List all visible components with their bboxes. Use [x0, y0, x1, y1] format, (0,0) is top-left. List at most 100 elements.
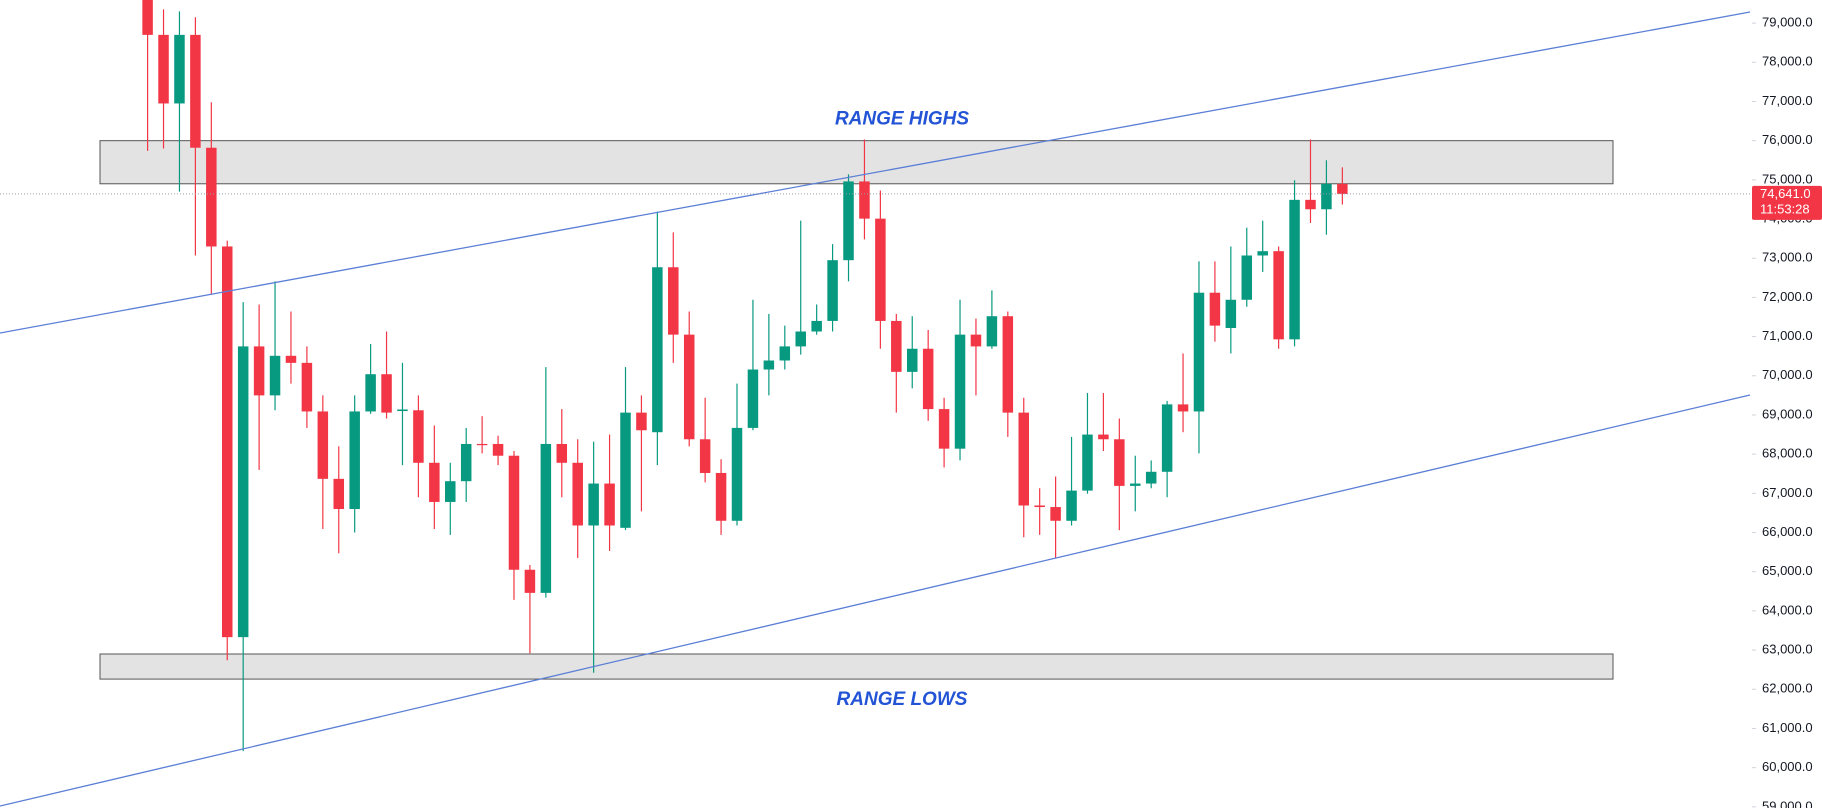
candle-body: [859, 181, 870, 219]
candle-body: [365, 374, 376, 412]
candle-body: [827, 260, 838, 321]
candle-body: [1098, 434, 1109, 440]
candle-body: [1193, 292, 1205, 412]
candle-body: [954, 334, 966, 449]
candle-body: [381, 374, 392, 413]
candle-body: [1337, 183, 1348, 194]
candle-body: [699, 439, 711, 473]
y-tick-label: 75,000.0: [1762, 171, 1813, 186]
y-tick-label: 63,000.0: [1762, 642, 1813, 657]
last-price-label: 74,641.0: [1760, 186, 1811, 201]
candle-body: [1321, 183, 1332, 210]
candle-body: [1082, 434, 1093, 491]
candle-body: [891, 320, 902, 372]
y-tick-label: 62,000.0: [1762, 681, 1813, 696]
candle-body: [253, 346, 265, 396]
candle-body: [906, 348, 918, 372]
y-tick-label: 59,000.0: [1762, 798, 1813, 808]
last-price-box: [1752, 185, 1822, 220]
candle-body: [763, 360, 775, 370]
candle-body: [715, 472, 727, 521]
y-tick-label: 78,000.0: [1762, 54, 1813, 69]
candle-body: [683, 334, 695, 440]
y-tick-label: 64,000.0: [1762, 602, 1813, 617]
y-tick-label: 79,000.0: [1762, 15, 1813, 30]
candle-body: [604, 483, 615, 526]
candle-body: [476, 443, 488, 446]
candle-body: [333, 478, 345, 510]
candle-body: [1130, 483, 1141, 486]
candle-body: [986, 316, 998, 347]
candle-body: [349, 411, 360, 510]
candle-body: [779, 346, 791, 361]
y-tick-label: 60,000.0: [1762, 759, 1813, 774]
candle-body: [747, 369, 759, 428]
candle-body: [397, 409, 408, 412]
y-tick-label: 76,000.0: [1762, 132, 1813, 147]
candle-body: [190, 34, 201, 148]
y-tick-label: 69,000.0: [1762, 406, 1813, 421]
y-tick-label: 70,000.0: [1762, 367, 1813, 382]
candle-body: [524, 569, 536, 593]
y-tick-label: 73,000.0: [1762, 250, 1813, 265]
candle-body: [206, 147, 217, 247]
candle-body: [445, 481, 456, 502]
candle-body: [795, 331, 806, 347]
price-marker: 74,641.011:53:28: [0, 186, 1822, 220]
y-tick-label: 72,000.0: [1762, 289, 1813, 304]
y-tick-label: 71,000.0: [1762, 328, 1813, 343]
candle-body: [1225, 299, 1237, 328]
candle-body: [285, 355, 297, 363]
candle-body: [540, 443, 552, 593]
candle-body: [668, 267, 679, 335]
candle-body: [588, 483, 599, 526]
candle-body: [142, 0, 153, 35]
candle-body: [1034, 505, 1045, 508]
candle-body: [269, 355, 281, 396]
candle-body: [1257, 251, 1268, 256]
candle-body: [429, 462, 440, 502]
candle-body: [843, 181, 854, 261]
candle-body: [301, 362, 313, 412]
candle-body: [413, 410, 424, 463]
candle-body: [970, 334, 982, 347]
candle-body: [460, 443, 472, 482]
candle-body: [237, 346, 249, 638]
candle-body: [556, 443, 568, 463]
candle-body: [938, 409, 950, 449]
y-tick-label: 67,000.0: [1762, 485, 1813, 500]
countdown: 11:53:28: [1760, 201, 1810, 216]
y-tick-label: 66,000.0: [1762, 524, 1813, 539]
y-tick-label: 65,000.0: [1762, 563, 1813, 578]
candle-body: [811, 320, 822, 332]
candle-body: [1209, 292, 1221, 326]
upper-trendline: [0, 11, 1751, 334]
candle-body: [1002, 316, 1014, 413]
price-axis: 59,000.0 60,000.0 61,000.0 62,000.0 63,000.0…: [1752, 15, 1813, 808]
candle-body: [1161, 404, 1173, 472]
lower-trendline: [0, 394, 1751, 807]
candle-body: [875, 218, 886, 321]
candle-body: [1145, 471, 1157, 484]
candle-body: [1289, 199, 1300, 340]
candle-body: [158, 34, 169, 104]
candle-body: [1177, 404, 1189, 412]
candle-body: [620, 412, 631, 528]
candle-body: [508, 455, 520, 570]
candle-body: [1114, 439, 1125, 486]
y-tick-label: 77,000.0: [1762, 93, 1813, 108]
candle-body: [1241, 255, 1253, 300]
zone-label: RANGE LOWS: [837, 689, 968, 710]
candle-body: [1305, 199, 1316, 210]
zone-label: RANGE HIGHS: [835, 109, 969, 130]
range-zone: [99, 653, 1614, 680]
candle-body: [1273, 251, 1284, 340]
candle-body: [1050, 507, 1061, 521]
candle-body: [572, 462, 583, 526]
candle-body: [174, 34, 185, 104]
y-tick-label: 61,000.0: [1762, 720, 1813, 735]
candle-body: [1018, 412, 1029, 506]
candle-body: [1066, 490, 1077, 521]
